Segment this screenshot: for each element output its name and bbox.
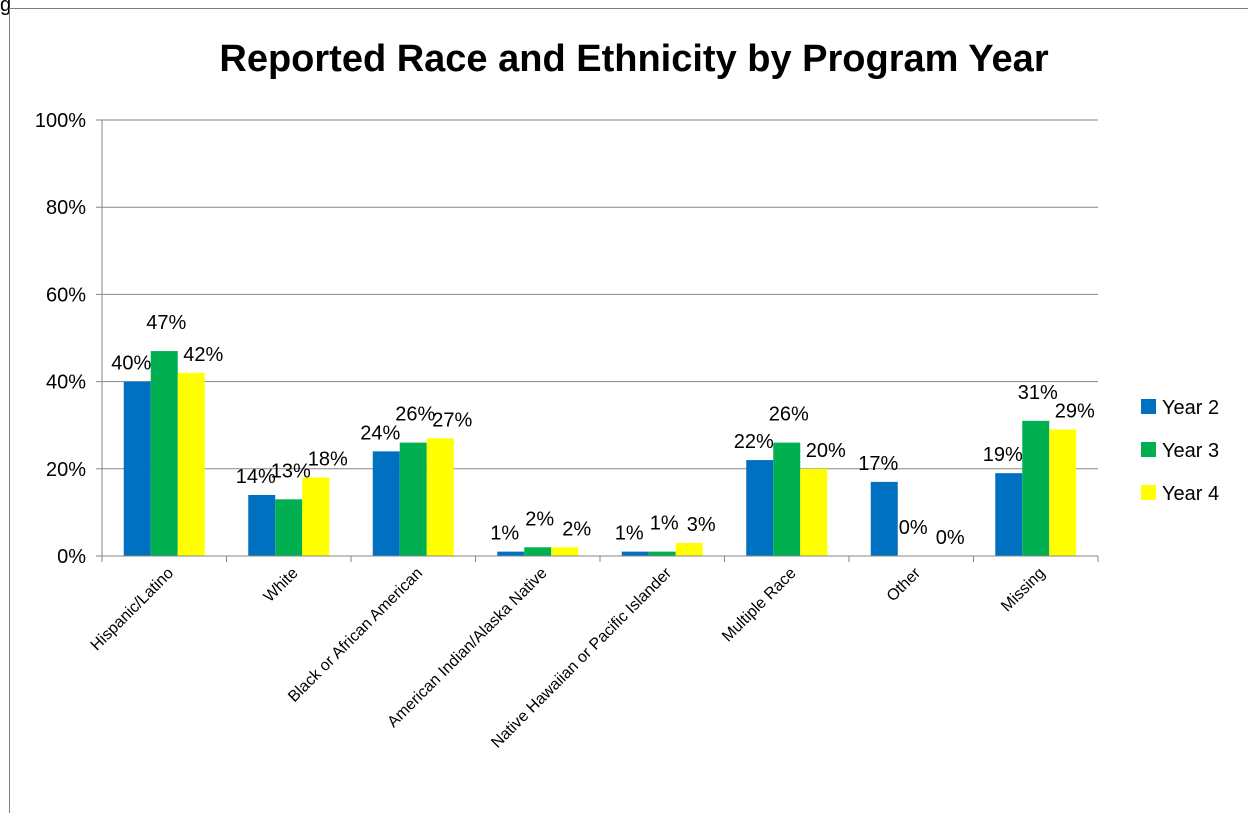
bar-data-label: 1% xyxy=(615,523,644,545)
bar xyxy=(773,442,801,556)
x-tick-label: Missing xyxy=(998,565,1048,615)
bar-data-label: 2% xyxy=(562,518,591,540)
bar xyxy=(275,499,303,556)
y-tick-label: 40% xyxy=(46,372,86,394)
bar-data-label: 22% xyxy=(734,431,774,453)
x-tick-label: Hispanic/Latino xyxy=(88,565,177,654)
bar xyxy=(746,460,774,556)
axes xyxy=(101,120,1099,562)
bar-data-label: 13% xyxy=(271,460,311,482)
bar xyxy=(648,551,676,556)
bar xyxy=(123,381,151,556)
bar-data-label: 14% xyxy=(236,466,276,488)
bar xyxy=(1022,420,1050,556)
legend-swatch xyxy=(1141,399,1156,414)
bar xyxy=(551,547,579,556)
x-tick-label: Black or African American xyxy=(285,565,426,706)
bar-data-label: 0% xyxy=(936,527,965,549)
bar-data-label: 17% xyxy=(858,453,898,475)
y-tick-label: 100% xyxy=(35,110,86,132)
chart-title: Reported Race and Ethnicity by Program Y… xyxy=(219,38,1048,80)
bar xyxy=(248,494,276,556)
y-tick-label: 20% xyxy=(46,459,86,481)
bar-data-label: 40% xyxy=(111,353,151,375)
bar xyxy=(399,442,427,556)
bar-data-label: 0% xyxy=(899,517,928,539)
bars xyxy=(123,351,1077,556)
bar-data-label: 27% xyxy=(432,409,472,431)
legend-label: Year 3 xyxy=(1162,440,1219,462)
bar-data-label: 1% xyxy=(490,523,519,545)
x-tick-label: Multiple Race xyxy=(719,565,800,646)
bar-data-label: 26% xyxy=(769,404,809,426)
bar xyxy=(497,551,525,556)
bar-data-label: 3% xyxy=(687,514,716,536)
legend-swatch xyxy=(1141,442,1156,457)
bar-data-label: 31% xyxy=(1018,382,1058,404)
bar-data-label: 29% xyxy=(1055,401,1095,423)
bar-data-label: 26% xyxy=(395,404,435,426)
bar-data-label: 24% xyxy=(360,422,400,444)
bar xyxy=(800,468,828,556)
bar xyxy=(426,438,454,556)
y-tick-label: 60% xyxy=(46,284,86,306)
bar xyxy=(995,473,1023,556)
bar-data-label: 47% xyxy=(146,312,186,334)
y-tick-label: 0% xyxy=(57,546,86,568)
bar xyxy=(524,547,552,556)
bar-data-label: 2% xyxy=(525,508,554,530)
legend-swatch xyxy=(1141,485,1156,500)
bar-data-label: 19% xyxy=(983,444,1023,466)
y-tick-label: 80% xyxy=(46,197,86,219)
x-tick-label: White xyxy=(261,565,302,606)
bar xyxy=(675,542,703,556)
legend-label: Year 2 xyxy=(1162,397,1219,419)
bar-data-label: 18% xyxy=(308,449,348,471)
bar xyxy=(150,351,178,556)
bar xyxy=(870,481,898,556)
bar xyxy=(177,372,205,556)
bar-data-label: 20% xyxy=(806,440,846,462)
bar xyxy=(372,451,400,556)
bar-data-label: 1% xyxy=(650,513,679,535)
bar-data-label: 42% xyxy=(183,344,223,366)
figure-corner-label: g xyxy=(0,0,12,16)
legend: Year 2 Year 3 Year 4 xyxy=(1141,397,1219,505)
gridlines xyxy=(96,119,1098,557)
legend-label: Year 4 xyxy=(1162,483,1219,505)
chart-frame xyxy=(9,8,1248,813)
bar xyxy=(621,551,649,556)
x-tick-label: Other xyxy=(884,564,925,605)
bar xyxy=(1049,429,1077,556)
y-axis-tick-labels: 0% 20% 40% 60% 80% 100% xyxy=(35,110,86,568)
data-labels: 40%47%42%14%13%18%24%26%27%1%2% 2% 1% 1% 3%2… xyxy=(111,312,1095,549)
bar xyxy=(302,477,330,556)
